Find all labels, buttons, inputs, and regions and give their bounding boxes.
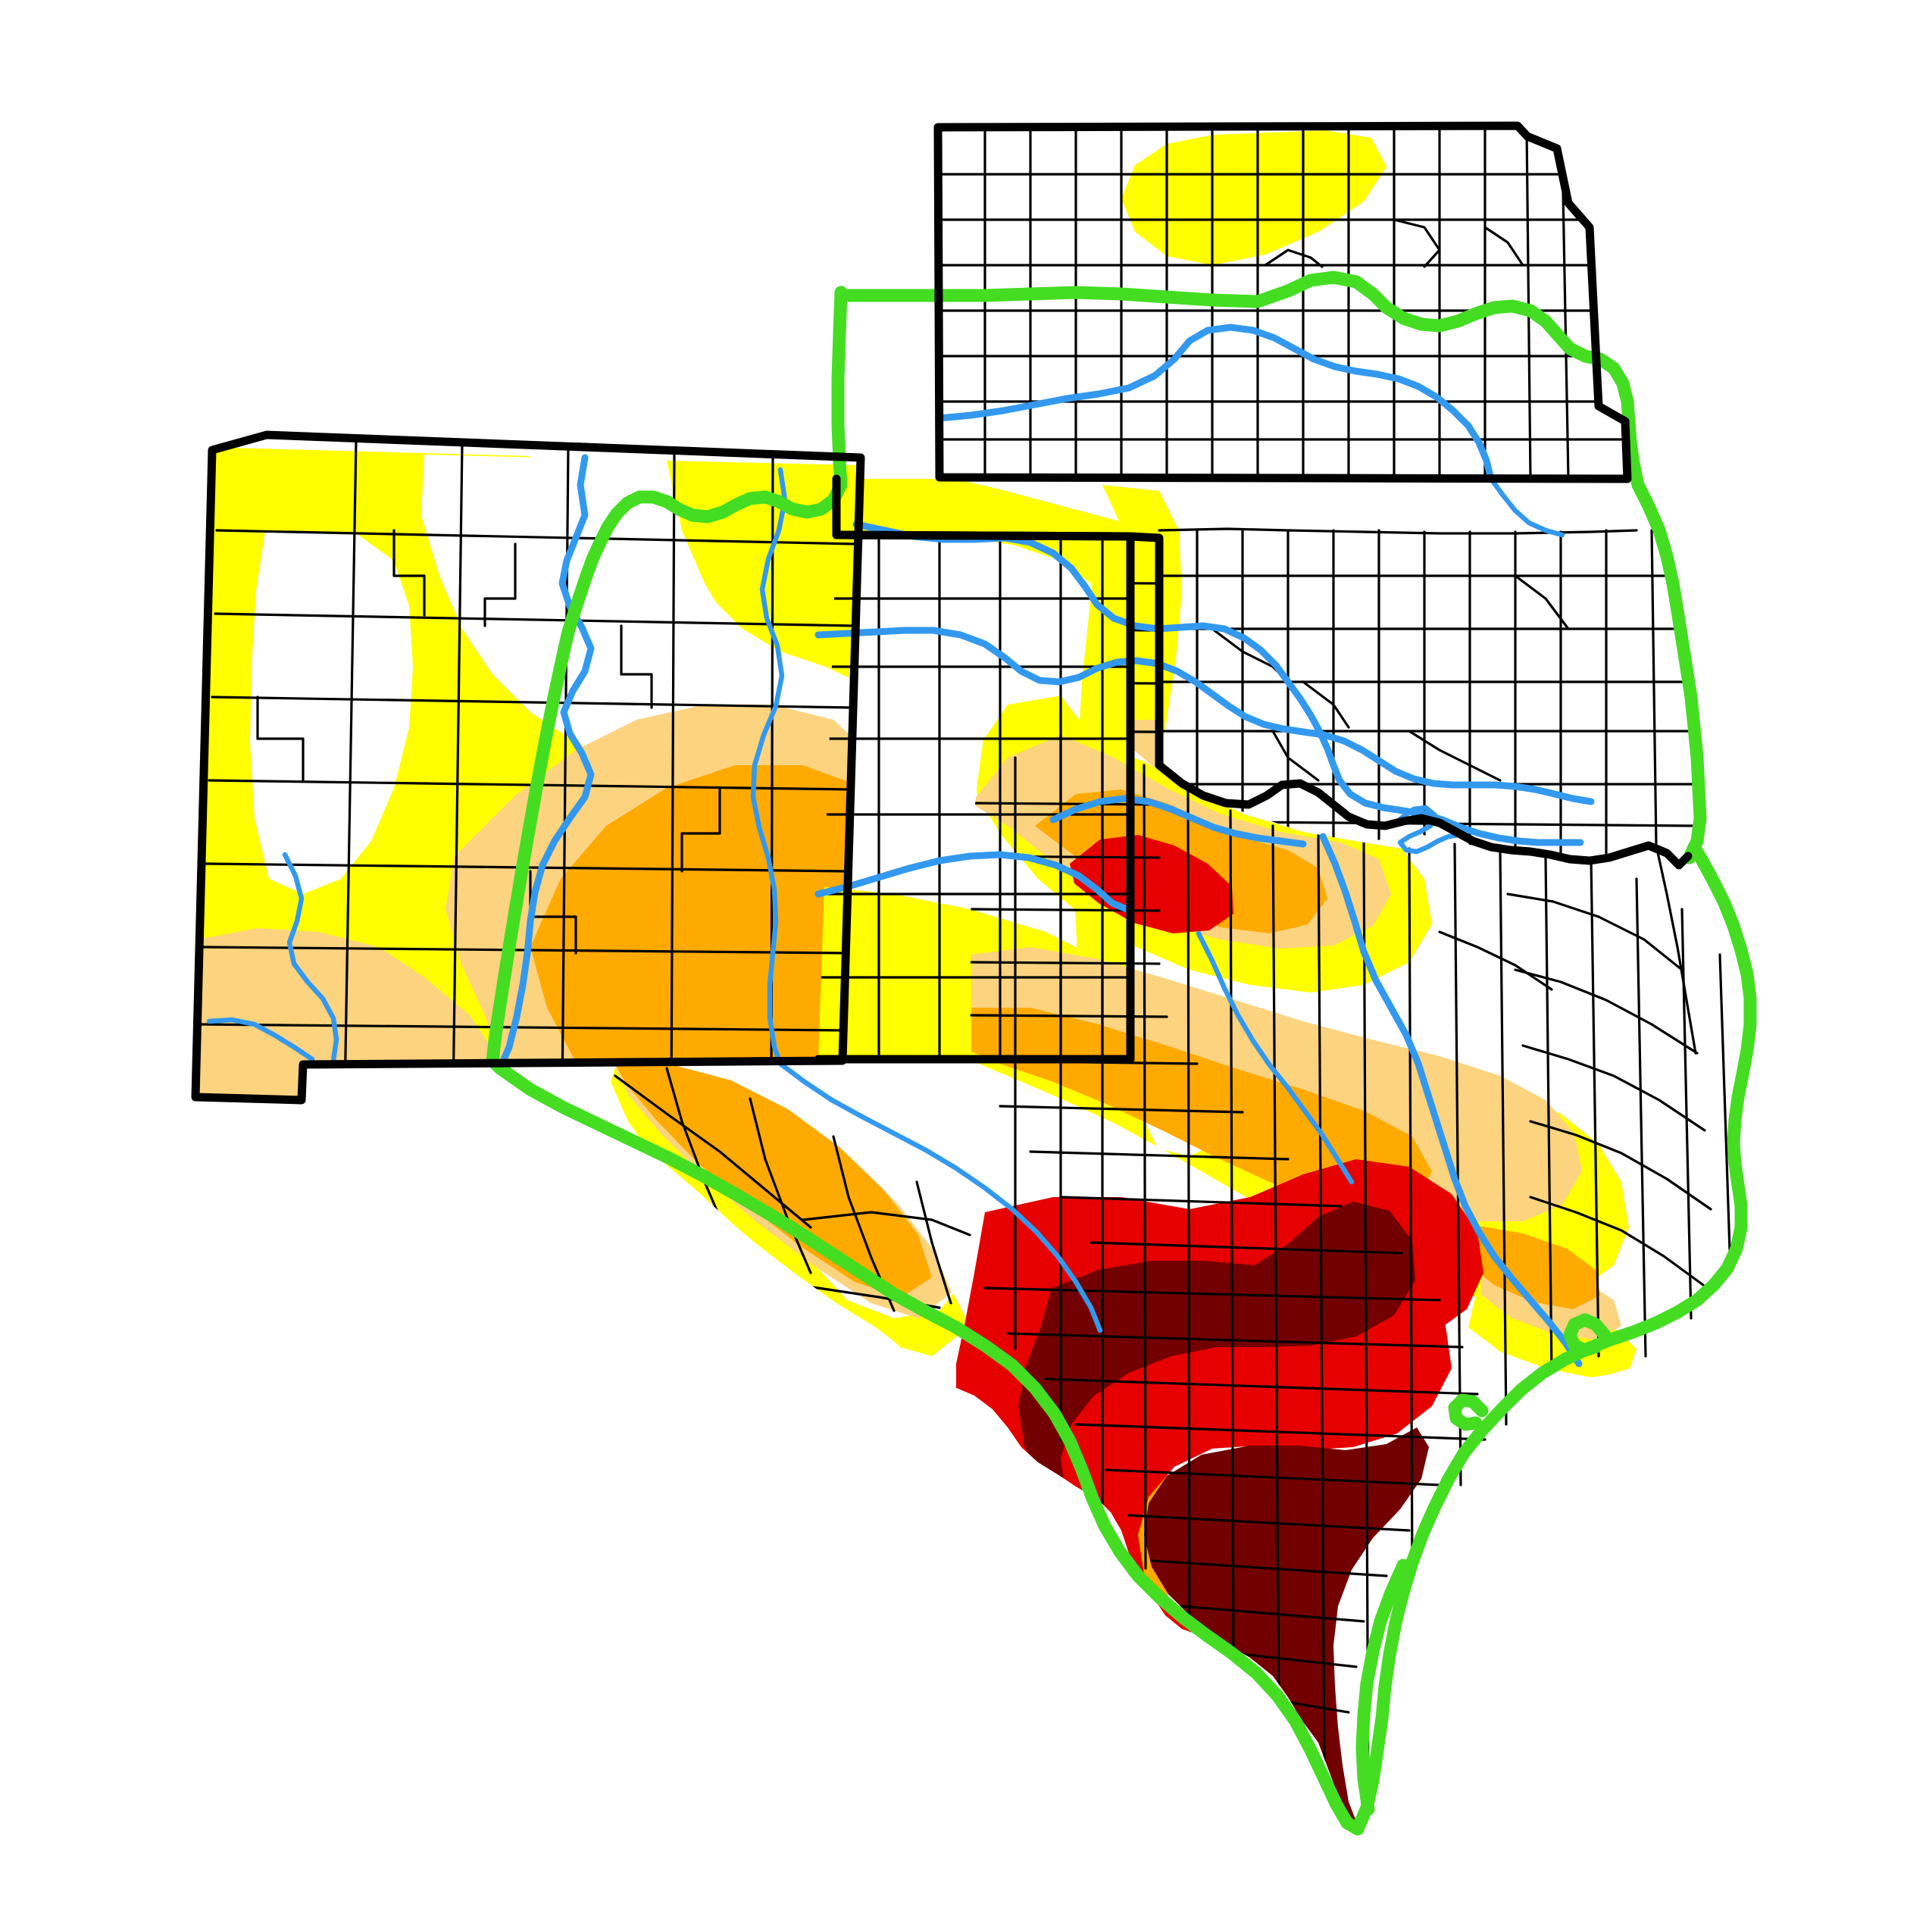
border-green-oklahoma-east <box>1631 478 1707 864</box>
drought-layer-new-mexico <box>195 447 861 1100</box>
border-green-rio-grande-mexico <box>486 1054 1365 1836</box>
state-outline-new-mexico <box>191 430 865 1105</box>
river-kansas-tributary <box>1488 476 1565 538</box>
river-lake-texoma <box>1390 805 1462 855</box>
river-nm-western-tributary <box>282 852 339 1064</box>
drought-d0-southwest-kansas <box>1121 130 1386 265</box>
border-green-galveston-bay <box>1563 1313 1612 1357</box>
drought-d1-new-mexico-southwest <box>195 928 500 1100</box>
river-arkansas-kansas <box>936 324 1495 483</box>
no-drought-central-new-mexico <box>421 455 780 773</box>
border-green-colorado-west <box>831 286 848 492</box>
drought-d3-texas-red-river-patch <box>1070 835 1233 933</box>
state-outlines-layer <box>191 121 1693 1105</box>
border-green-new-mexico-east <box>486 478 848 1068</box>
drought-d2-new-mexico <box>530 765 855 1062</box>
river-canadian <box>852 521 1584 846</box>
border-green-gulf-coast <box>1351 840 1757 1836</box>
river-arkansas <box>814 851 1134 914</box>
drought-d4-texas-south-central-core <box>1018 1202 1415 1491</box>
border-green-padre-island <box>1355 1558 1410 1816</box>
no-drought-western-new-mexico-pocket <box>250 530 413 894</box>
green-outer-border-layer <box>486 270 1757 1836</box>
river-colorado-texas <box>1196 930 1355 1185</box>
river-red-upper <box>1049 795 1307 848</box>
river-gila-headwater <box>206 1017 315 1062</box>
state-outline-oklahoma-red-river <box>1155 761 1693 870</box>
river-brazos <box>1319 833 1583 1368</box>
border-green-north-line <box>931 270 1645 492</box>
river-cimarron <box>814 627 1595 805</box>
county-lines-new-mexico <box>195 438 858 1100</box>
drought-layer-kansas <box>1121 130 1386 265</box>
border-green-colorado-north <box>834 286 945 302</box>
state-outline-kansas <box>933 121 1632 483</box>
border-green-matagorda-bay <box>1448 1393 1489 1431</box>
state-outline-oklahoma-panhandle <box>832 474 1164 770</box>
river-pecos <box>750 467 1103 1333</box>
drought-d2-texas-coastal-lobe <box>1465 1224 1600 1309</box>
